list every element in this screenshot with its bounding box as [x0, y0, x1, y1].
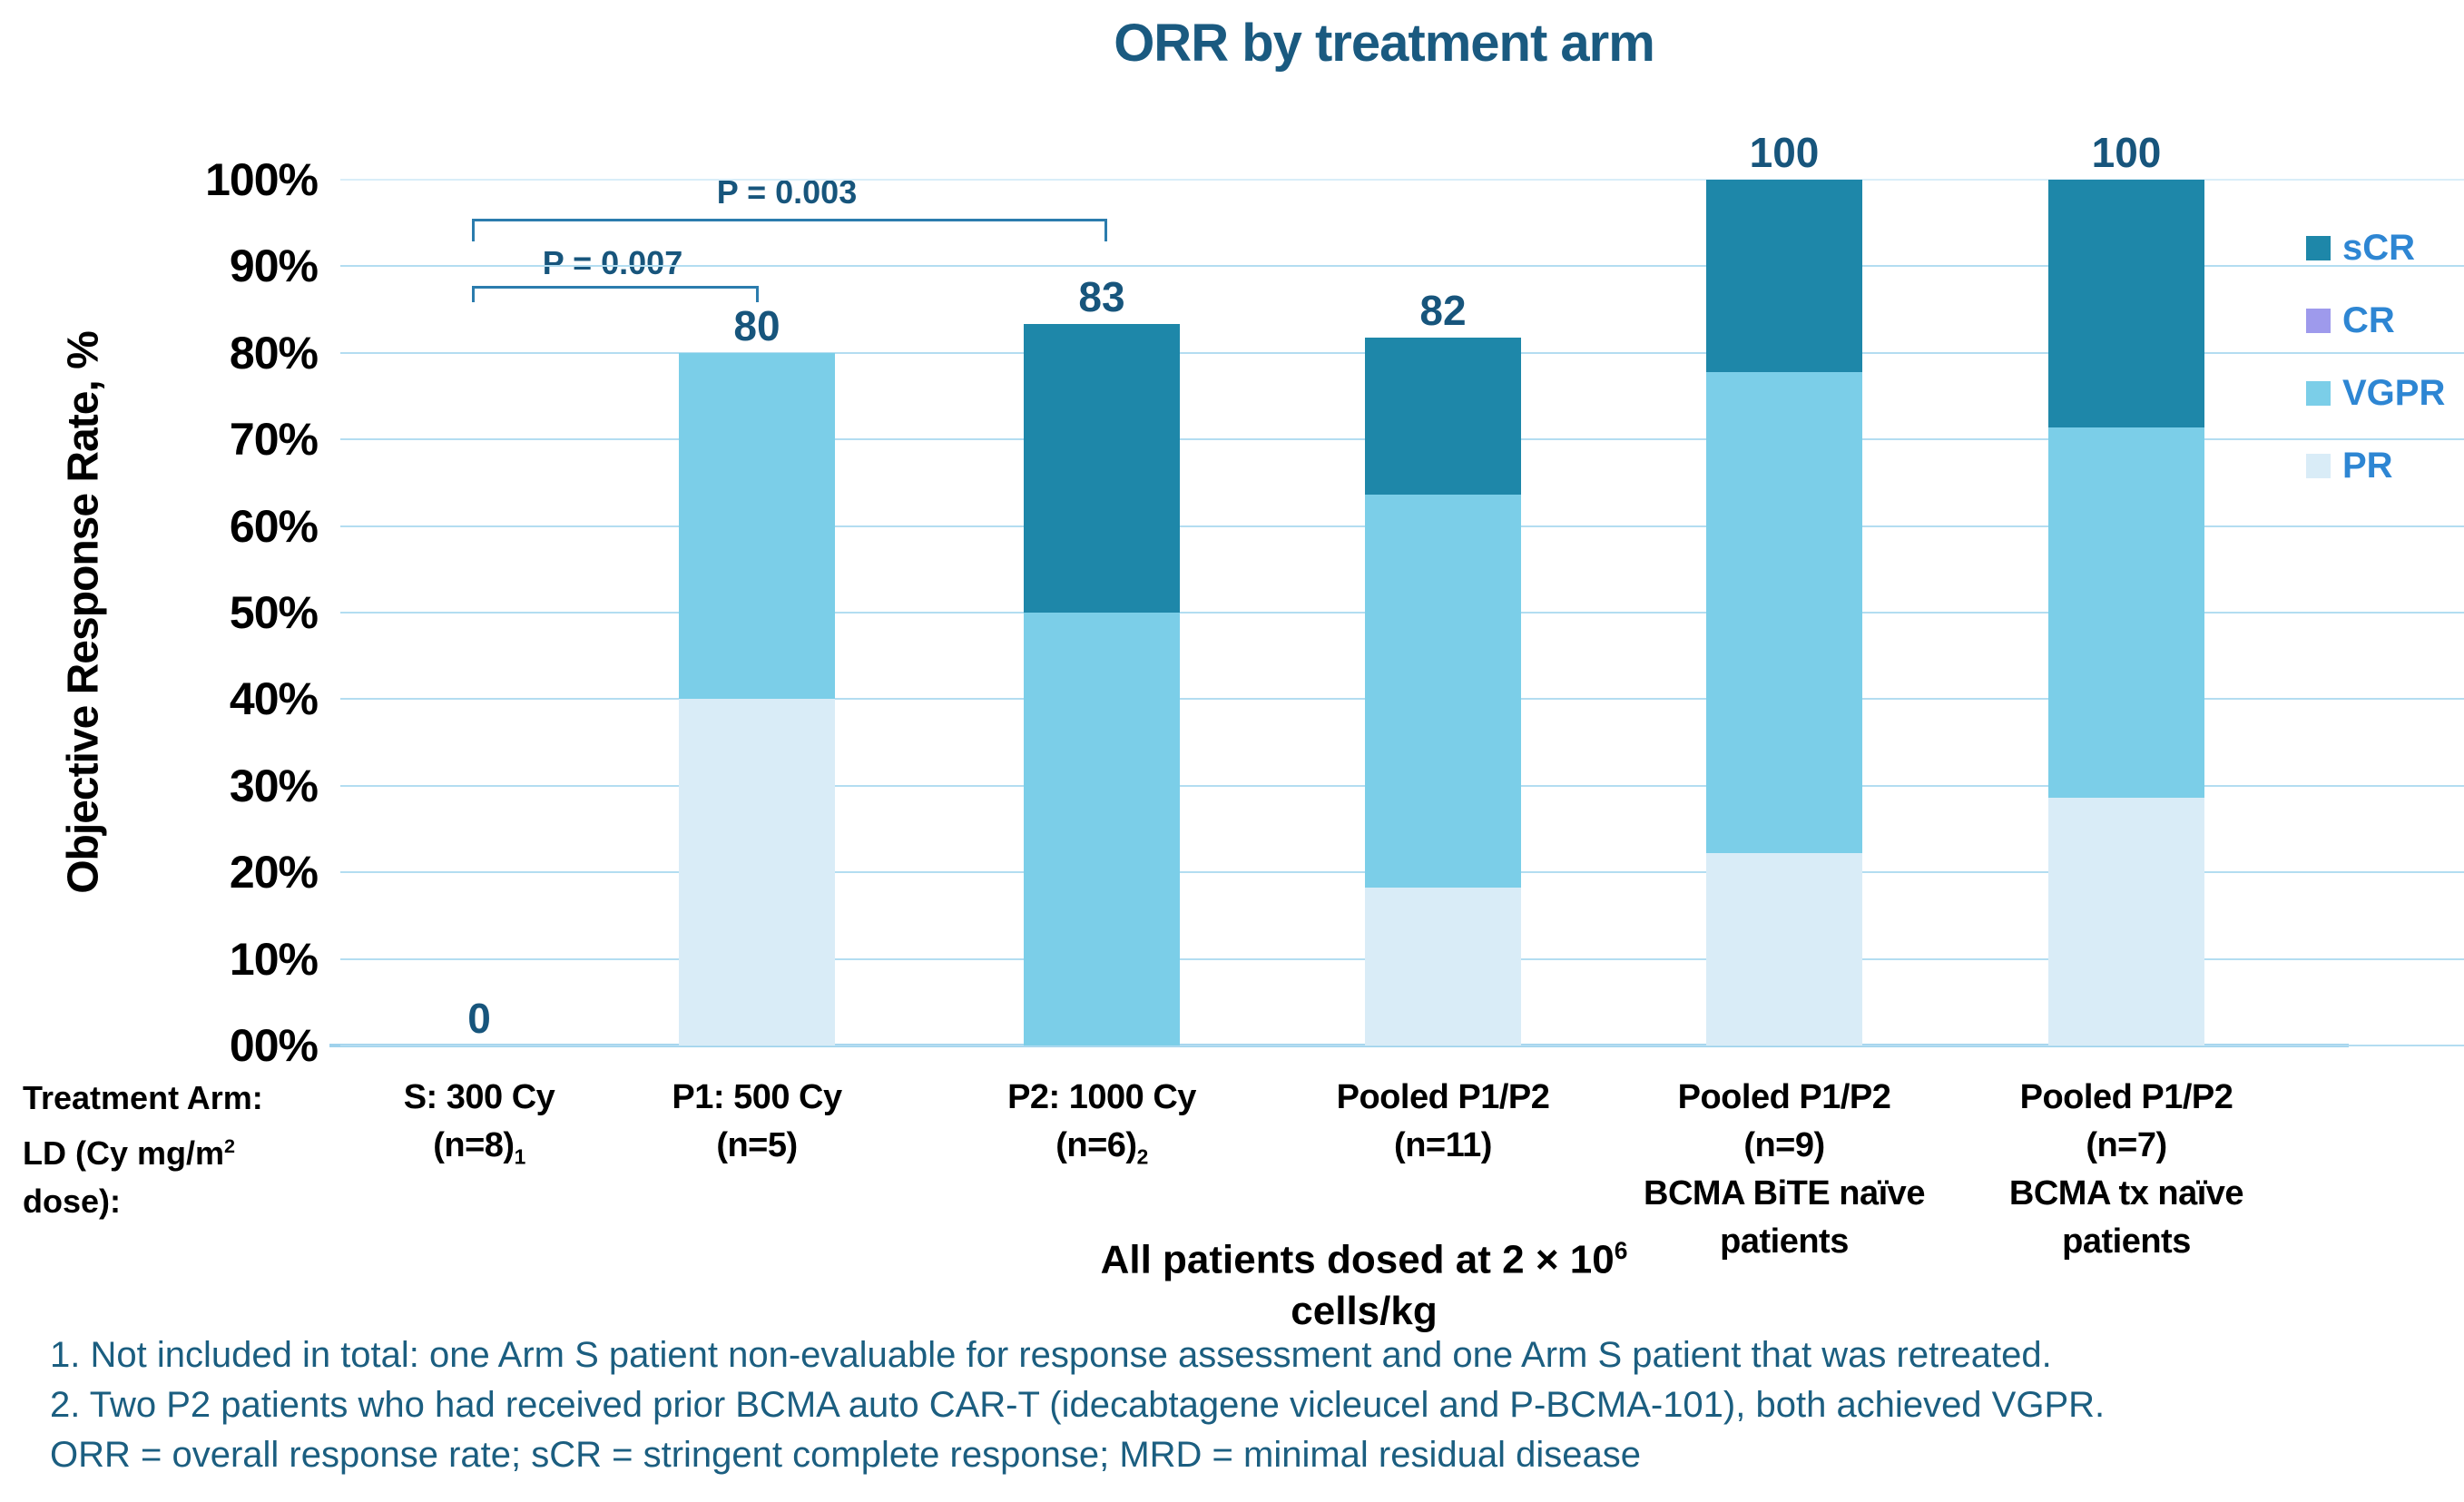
bar-value-label: 100 [1749, 129, 1820, 176]
bar-segment-vgpr [1706, 371, 1862, 854]
y-tick-label: 60% [229, 500, 319, 552]
p-value-label-short: P = 0.007 [542, 244, 683, 281]
cr-swatch-icon [2306, 309, 2331, 333]
footnote-1: 1. Not included in total: one Arm S pati… [50, 1335, 2052, 1375]
x-label-arm-s: S: 300 Cy (n=8)1 [308, 1074, 651, 1182]
x-label-line: patients [2062, 1222, 2191, 1261]
x-axis-row-header-line2: LD (Cy mg/m2 dose): [23, 1134, 236, 1220]
bar-segment-pr [679, 699, 835, 1046]
p-value-bracket-short [472, 286, 759, 302]
x-label-line: (n=9) [1743, 1126, 1825, 1164]
bar-segment-scr [1365, 337, 1521, 496]
legend-item-scr: sCR [2306, 228, 2445, 268]
bar-segment-scr [1706, 180, 1862, 372]
bar-segment-scr [1024, 324, 1180, 613]
x-label-line: P1: 500 Cy [672, 1078, 842, 1116]
bar-6 [2048, 180, 2204, 1046]
legend-item-vgpr: VGPR [2306, 373, 2446, 413]
x-label-line: patients [1720, 1222, 1849, 1261]
dose-note: All patients dosed at 2 × 106 cells/kg [1001, 1225, 1727, 1337]
x-label-pooled-11: Pooled P1/P2 (n=11) [1271, 1074, 1615, 1170]
legend-label: sCR [2342, 228, 2416, 268]
x-label-line: Pooled P1/P2 [1336, 1078, 1550, 1116]
x-label-line: Pooled P1/P2 [2019, 1078, 2233, 1116]
footnote-abbreviations: ORR = overall response rate; sCR = strin… [50, 1435, 1641, 1475]
x-label-line: (n=11) [1394, 1126, 1492, 1164]
bar-value-label: 83 [1078, 273, 1125, 321]
x-label-arm-p1: P1: 500 Cy (n=5) [585, 1074, 928, 1170]
gridline [340, 1045, 2464, 1046]
legend-label: CR [2342, 300, 2395, 340]
bar-segment-vgpr [2048, 427, 2204, 799]
y-tick-label: 80% [229, 327, 319, 378]
x-label-line: (n=7) [2086, 1126, 2167, 1164]
x-label-line: (n=8)1 [433, 1126, 525, 1169]
chart-title: ORR by treatment arm [1114, 14, 1655, 73]
y-tick-label: 50% [229, 587, 319, 638]
bar-segment-vgpr [1024, 613, 1180, 1046]
x-label-line: S: 300 Cy [403, 1078, 555, 1116]
x-label-pooled-9: Pooled P1/P2 (n=9) BCMA BiTE naïve patie… [1613, 1074, 1956, 1266]
bar-segment-vgpr [1365, 495, 1521, 888]
bar-value-label: 80 [733, 301, 780, 349]
legend: sCR CR VGPR PR [2306, 228, 2446, 526]
plot-area: P = 0.003 P = 0.007 100% 90% 80% 70% 60% 50% 4… [205, 131, 2464, 1071]
p-value-bracket-long [472, 219, 1107, 241]
bar-4 [1365, 337, 1521, 1046]
bar-segment-pr [1365, 888, 1521, 1046]
footnotes: 1. Not included in total: one Arm S pati… [50, 1330, 2410, 1480]
x-axis-row-header-line1: Treatment Arm: [23, 1079, 263, 1116]
x-label-pooled-7: Pooled P1/P2 (n=7) BCMA tx naïve patient… [1955, 1074, 2298, 1266]
bar-value-label: 0 [467, 995, 491, 1042]
x-label-line: Pooled P1/P2 [1677, 1078, 1891, 1116]
legend-item-pr: PR [2306, 446, 2445, 486]
y-tick-label: 90% [229, 241, 319, 292]
y-tick-label: 00% [229, 1020, 319, 1071]
x-label-line: BCMA tx naïve [2008, 1174, 2244, 1212]
x-label-line: (n=6)2 [1055, 1126, 1148, 1169]
vgpr-swatch-icon [2306, 381, 2331, 406]
dose-note-line1: All patients dosed at 2 × 106 [1100, 1237, 1628, 1282]
bar-segment-pr [2048, 798, 2204, 1046]
bar-3 [1024, 324, 1180, 1046]
legend-label: PR [2342, 446, 2393, 486]
bar-value-label: 82 [1419, 286, 1467, 334]
pr-swatch-icon [2306, 454, 2331, 478]
y-tick-label: 10% [229, 933, 319, 985]
scr-swatch-icon [2306, 236, 2331, 260]
dose-note-line2: cells/kg [1291, 1288, 1438, 1333]
legend-label: VGPR [2342, 373, 2446, 413]
y-tick-label: 100% [205, 154, 319, 205]
x-axis-row-header: Treatment Arm: LD (Cy mg/m2 dose): [23, 1074, 336, 1225]
bar-segment-vgpr [679, 352, 835, 700]
gridline [340, 265, 2464, 268]
y-tick-label: 30% [229, 760, 319, 811]
legend-item-cr: CR [2306, 300, 2445, 340]
y-tick-label: 70% [229, 414, 319, 466]
x-label-line: (n=5) [716, 1126, 798, 1164]
x-label-line: P2: 1000 Cy [1007, 1078, 1196, 1116]
x-label-arm-p2: P2: 1000 Cy (n=6)2 [930, 1074, 1273, 1182]
y-tick-label: 40% [229, 673, 319, 725]
x-label-line: BCMA BiTE naïve [1644, 1174, 1925, 1212]
y-tick-label: 20% [229, 847, 319, 898]
bar-segment-scr [2048, 180, 2204, 427]
bar-5 [1706, 180, 1862, 1046]
bar-value-label: 100 [2091, 129, 2162, 176]
footnote-2: 2. Two P2 patients who had received prio… [50, 1385, 2106, 1425]
gridline [340, 179, 2464, 181]
bar-2 [679, 352, 835, 1046]
bar-segment-pr [1706, 853, 1862, 1046]
